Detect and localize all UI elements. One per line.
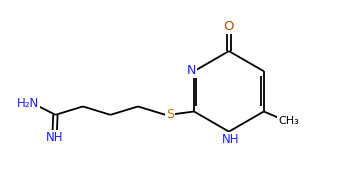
Text: NH: NH <box>222 133 239 146</box>
Text: S: S <box>166 108 174 121</box>
Text: O: O <box>224 20 234 33</box>
Text: NH: NH <box>46 131 63 144</box>
Text: N: N <box>187 64 196 77</box>
Text: H₂N: H₂N <box>17 97 39 110</box>
Text: CH₃: CH₃ <box>278 116 299 126</box>
